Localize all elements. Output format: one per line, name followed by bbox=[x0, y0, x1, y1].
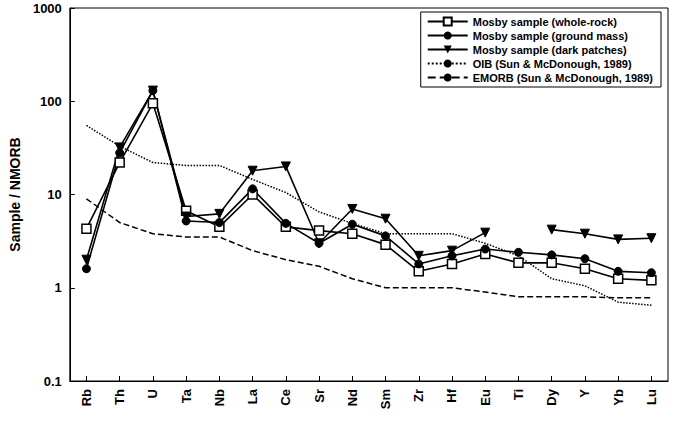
svg-text:Dy: Dy bbox=[544, 388, 559, 405]
svg-text:Eu: Eu bbox=[478, 389, 493, 406]
svg-text:Sm: Sm bbox=[378, 389, 393, 409]
svg-text:Yb: Yb bbox=[611, 389, 626, 406]
svg-text:Sr: Sr bbox=[312, 389, 327, 403]
svg-text:U: U bbox=[145, 389, 160, 398]
svg-text:Ti: Ti bbox=[511, 389, 526, 400]
svg-text:1: 1 bbox=[55, 280, 62, 295]
svg-text:Mosby sample (ground mass): Mosby sample (ground mass) bbox=[473, 30, 629, 42]
svg-text:Sample / NMORB: Sample / NMORB bbox=[7, 137, 23, 251]
svg-text:Y: Y bbox=[577, 389, 592, 398]
svg-text:Rb: Rb bbox=[79, 389, 94, 406]
svg-text:La: La bbox=[245, 388, 260, 404]
svg-text:Nd: Nd bbox=[345, 389, 360, 406]
svg-text:Hf: Hf bbox=[444, 388, 459, 402]
svg-text:Ta: Ta bbox=[179, 388, 194, 403]
svg-text:Th: Th bbox=[112, 389, 127, 405]
svg-text:EMORB (Sun & McDonough, 1989): EMORB (Sun & McDonough, 1989) bbox=[473, 72, 654, 84]
svg-text:Nb: Nb bbox=[212, 389, 227, 406]
svg-text:Mosby sample (dark patches): Mosby sample (dark patches) bbox=[473, 44, 627, 56]
svg-text:100: 100 bbox=[40, 94, 62, 109]
svg-text:OIB (Sun & McDonough, 1989): OIB (Sun & McDonough, 1989) bbox=[473, 58, 632, 70]
svg-text:Zr: Zr bbox=[411, 389, 426, 402]
svg-text:Lu: Lu bbox=[644, 389, 659, 405]
svg-text:10: 10 bbox=[47, 187, 61, 202]
svg-text:Mosby sample (whole-rock): Mosby sample (whole-rock) bbox=[473, 16, 618, 28]
svg-text:0.1: 0.1 bbox=[44, 374, 62, 389]
svg-text:1000: 1000 bbox=[33, 1, 62, 16]
svg-text:Ce: Ce bbox=[278, 389, 293, 406]
